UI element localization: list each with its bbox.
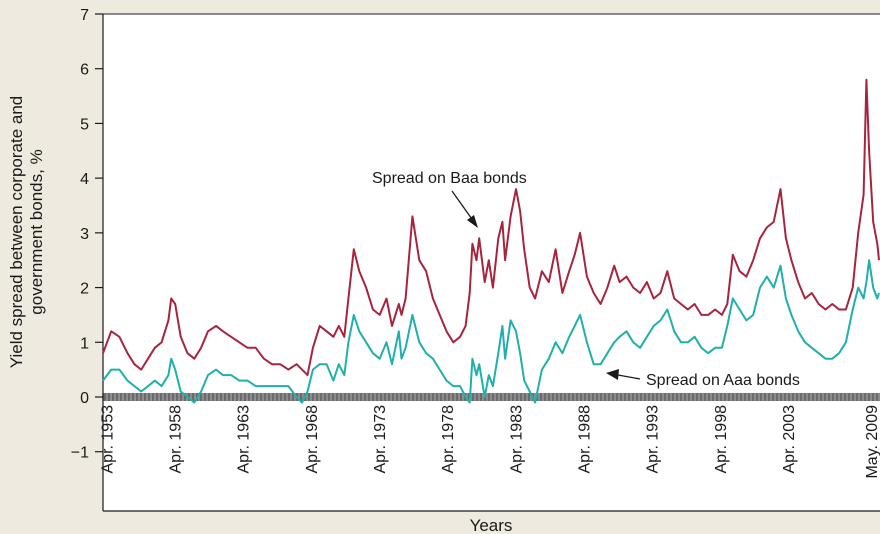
x-tick-label: Apr. 1953	[99, 405, 116, 474]
aaa-arrow-line	[617, 374, 641, 380]
y-tick-label: 7	[80, 7, 89, 24]
x-tick-label: May. 2009	[864, 405, 880, 479]
series-lines	[102, 78, 880, 404]
x-tick-label: Apr. 1983	[508, 405, 525, 474]
x-tick-label: Apr. 1978	[440, 405, 457, 474]
aaa-series-line	[102, 259, 880, 404]
y-tick-label: 6	[80, 62, 89, 79]
aaa-annotation: Spread on Aaa bonds	[646, 372, 800, 389]
x-tick-label: Apr. 1968	[304, 405, 321, 474]
y-tick-label: 5	[80, 116, 89, 133]
x-tick-label: Apr. 1963	[236, 405, 253, 474]
x-axis: Apr. 1953 Apr. 1958 Apr. 1963 Apr. 1968 Apr.…	[99, 405, 880, 479]
y-tick-label: 3	[80, 226, 89, 243]
x-tick-label: Apr. 1988	[577, 405, 594, 474]
y-tick-label: 1	[80, 335, 89, 352]
y-tick-label: 2	[80, 281, 89, 298]
baa-annotation: Spread on Baa bonds	[372, 170, 527, 187]
y-tick-label: 4	[80, 171, 89, 188]
x-tick-label: Apr. 1998	[713, 405, 730, 474]
y-tick-label: −1	[71, 445, 89, 462]
x-tick-label: Apr. 1973	[372, 405, 389, 474]
aaa-arrowhead	[606, 369, 619, 380]
baa-series-line	[102, 78, 880, 377]
x-tick-label: Apr. 1993	[645, 405, 662, 474]
y-tick-label: 0	[80, 390, 89, 407]
x-tick-label: Apr. 1958	[168, 405, 185, 474]
y-axis: 7 6 5 4 3 2 1 0 −1	[71, 7, 880, 512]
baa-arrowhead	[467, 215, 478, 228]
y-axis-label-line1: Yield spread between corporate and	[7, 96, 26, 369]
plot-area	[103, 14, 880, 511]
annotations: Spread on Baa bonds Spread on Aaa bonds	[372, 170, 800, 389]
x-tick-label: Apr. 2003	[781, 405, 798, 474]
zero-band	[102, 393, 880, 401]
x-axis-label: Years	[470, 516, 513, 534]
y-axis-label-line2: government bonds, %	[27, 149, 46, 314]
baa-arrow-line	[451, 190, 475, 223]
